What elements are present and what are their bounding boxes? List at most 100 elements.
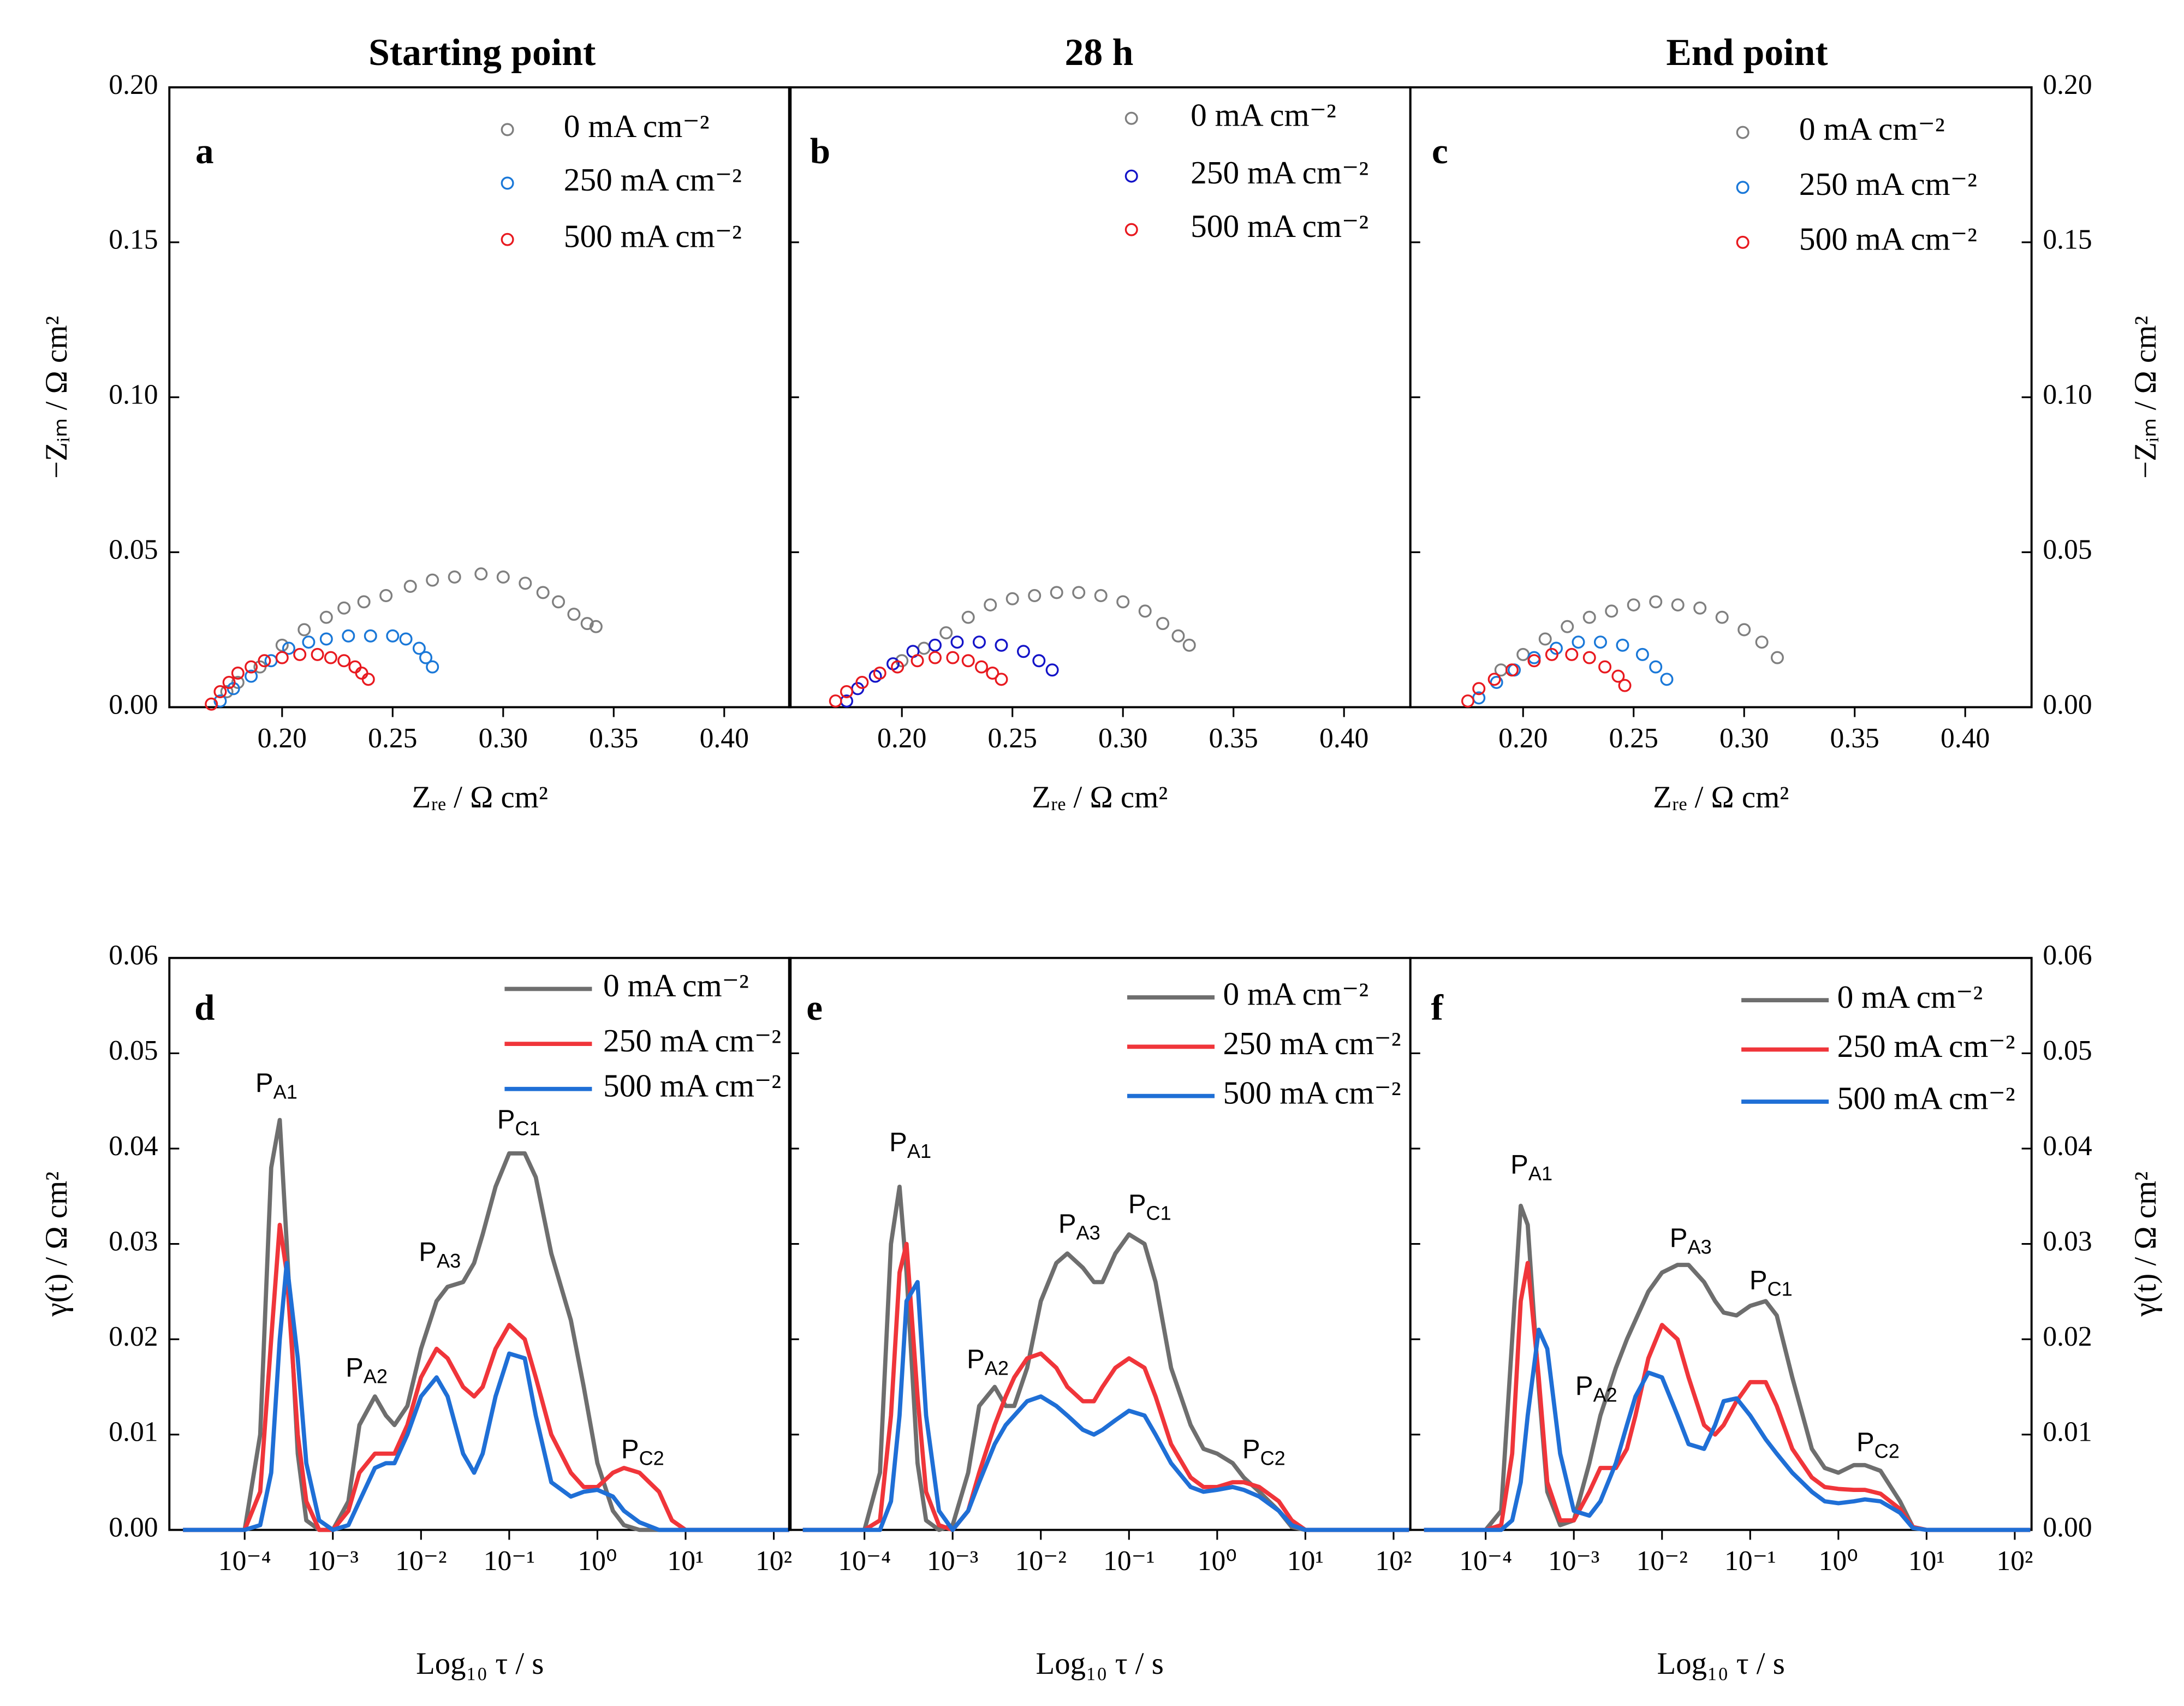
peak-label-main: P: [1856, 1428, 1874, 1457]
peak-label-sub: C1: [515, 1117, 540, 1139]
x-tick-label: 0.40: [700, 723, 749, 754]
data-point: [1516, 647, 1530, 661]
legend-label: 0 mA cm⁻²: [1191, 97, 1336, 133]
data-point: [222, 676, 236, 689]
legend-label: 250 mA cm⁻²: [1799, 166, 1977, 202]
y-tick-label: 0.01: [109, 1417, 158, 1448]
data-point: [213, 694, 227, 708]
legend-label: 500 mA cm⁻²: [1223, 1074, 1401, 1110]
peak-label-sub: A1: [273, 1080, 297, 1103]
y-tick-label: 0.00: [109, 689, 158, 720]
legend-label: 250 mA cm⁻²: [1837, 1028, 2015, 1064]
x-axis-label: Log₁₀ τ / s: [416, 1646, 544, 1681]
data-point: [342, 629, 355, 643]
y-tick-label: 0.03: [109, 1226, 158, 1257]
data-point: [324, 651, 337, 664]
legend-label: 250 mA cm⁻²: [1223, 1025, 1401, 1061]
data-point: [1005, 592, 1019, 605]
peak-label: PC2: [621, 1435, 664, 1469]
data-point: [1715, 610, 1729, 624]
data-point: [275, 651, 289, 664]
data-point: [419, 651, 433, 664]
x-tick-label: 0.35: [589, 723, 638, 754]
x-tick-label: 10¹: [667, 1545, 704, 1577]
y-tick-label: 0.00: [2043, 1512, 2092, 1543]
panel-label: f: [1431, 987, 1444, 1028]
data-point: [1598, 660, 1612, 674]
peak-label-main: P: [1670, 1223, 1688, 1253]
data-point: [426, 573, 439, 587]
x-tick-label: 10²: [1996, 1545, 2033, 1577]
series-line: [183, 1117, 789, 1532]
data-point: [379, 589, 393, 603]
panel-label: c: [1432, 130, 1448, 171]
x-tick-label: 10⁰: [1198, 1545, 1237, 1577]
x-tick-label: 0.35: [1209, 723, 1258, 754]
y-tick-label: 0.02: [109, 1321, 158, 1352]
peak-label: PC1: [1749, 1265, 1793, 1300]
data-point: [474, 567, 488, 581]
data-point: [357, 595, 371, 609]
y-axis-label: γ(t) / Ω cm²: [2128, 1172, 2163, 1317]
peak-label-main: P: [621, 1435, 639, 1464]
data-point: [855, 676, 869, 689]
data-point: [1045, 663, 1059, 677]
peak-label-main: P: [1749, 1265, 1768, 1295]
legend-label: 500 mA cm⁻²: [564, 218, 742, 254]
data-point: [961, 610, 975, 624]
data-point: [1593, 635, 1607, 649]
x-tick-label: 0.40: [1941, 723, 1990, 754]
data-point: [1461, 694, 1474, 708]
legend-marker: [1736, 126, 1749, 139]
data-point: [946, 651, 960, 664]
peak-label-sub: C1: [1146, 1202, 1171, 1224]
data-point: [337, 601, 351, 615]
data-point: [1545, 647, 1558, 661]
panel-title: End point: [1666, 32, 1828, 74]
data-point: [231, 666, 245, 680]
data-point: [302, 635, 316, 649]
data-point: [961, 654, 975, 668]
peak-label-sub: C2: [639, 1447, 664, 1469]
data-point: [205, 697, 218, 711]
y-tick-label: 0.01: [2043, 1417, 2092, 1448]
data-point: [552, 595, 566, 609]
data-point: [1616, 638, 1629, 652]
data-point: [245, 660, 258, 674]
data-point: [536, 586, 550, 599]
data-point: [519, 576, 532, 590]
y-tick-label: 0.00: [2043, 689, 2092, 720]
y-tick-label: 0.15: [2043, 224, 2092, 255]
data-point: [1171, 629, 1185, 643]
data-point: [275, 638, 289, 652]
data-point: [1693, 601, 1707, 615]
x-tick-label: 0.25: [988, 723, 1037, 754]
legend-label: 500 mA cm⁻²: [1191, 208, 1368, 244]
data-point: [950, 635, 964, 649]
x-tick-label: 10⁻⁴: [1459, 1545, 1512, 1577]
data-point: [1072, 586, 1086, 599]
peak-label-sub: C1: [1768, 1277, 1793, 1300]
x-tick-label: 0.30: [1098, 723, 1147, 754]
legend-label: 250 mA cm⁻²: [1191, 154, 1368, 191]
data-point: [986, 666, 999, 680]
peak-label-main: P: [1242, 1435, 1260, 1464]
x-tick-label: 10⁻⁴: [218, 1545, 271, 1577]
data-point: [1138, 604, 1152, 618]
data-point: [1032, 654, 1046, 668]
data-point: [829, 694, 842, 708]
x-tick-label: 0.30: [1719, 723, 1769, 754]
peak-label-sub: A3: [1076, 1221, 1100, 1244]
peak-label-sub: C2: [1874, 1440, 1900, 1462]
x-tick-label: 0.40: [1319, 723, 1368, 754]
panel-title: 28 h: [1064, 32, 1133, 74]
x-tick-label: 10⁰: [578, 1545, 617, 1577]
legend-marker: [1124, 169, 1138, 183]
peak-label: PC2: [1242, 1435, 1286, 1469]
data-point: [1605, 604, 1618, 618]
legend-label: 250 mA cm⁻²: [603, 1023, 781, 1059]
data-point: [995, 638, 1008, 652]
data-point: [1649, 595, 1663, 609]
data-point: [1116, 595, 1130, 609]
x-tick-label: 10²: [755, 1545, 792, 1577]
